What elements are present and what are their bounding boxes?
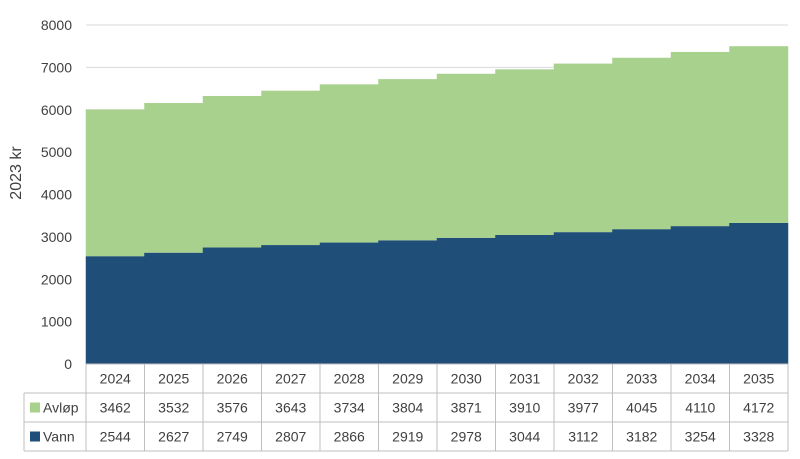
table-value: 2978 (451, 429, 482, 445)
bar-avlop (670, 51, 730, 227)
bar-vann (436, 237, 496, 364)
bar-avlop (261, 90, 321, 246)
table-value: 4110 (685, 400, 715, 416)
table-value: 3112 (568, 429, 598, 445)
bar-vann (85, 256, 145, 364)
x-tick-label: 2031 (509, 371, 540, 387)
x-tick-label: 2032 (568, 371, 599, 387)
x-tick-label: 2035 (743, 371, 774, 387)
bar-vann (612, 229, 672, 364)
bar-vann (378, 240, 438, 364)
bar-vann (553, 232, 613, 364)
table-value: 3044 (509, 429, 540, 445)
bar-avlop (729, 46, 789, 223)
y-axis-title: 2023 kr (8, 146, 25, 200)
bar-vann (261, 245, 321, 364)
x-tick-label: 2027 (275, 371, 306, 387)
bar-avlop (319, 84, 379, 243)
bar-avlop (85, 109, 145, 257)
x-tick-label: 2026 (217, 371, 248, 387)
table-value: 2544 (100, 429, 131, 445)
bar-vann (729, 222, 789, 364)
x-tick-label: 2033 (626, 371, 657, 387)
table-value: 2749 (217, 429, 248, 445)
x-tick-label: 2024 (100, 371, 131, 387)
legend-label: Vann (43, 429, 75, 445)
bar-avlop (378, 79, 438, 241)
table-value: 3734 (334, 400, 365, 416)
table-value: 4172 (743, 400, 774, 416)
table-value: 3328 (743, 429, 774, 445)
table-value: 3462 (100, 400, 131, 416)
bar-avlop (144, 103, 204, 253)
x-tick-label: 2029 (392, 371, 423, 387)
table-value: 2866 (334, 429, 365, 445)
table-value: 3804 (392, 400, 423, 416)
y-tick-label: 7000 (41, 59, 72, 75)
bars (85, 46, 789, 364)
legend-swatch (30, 402, 40, 413)
table-value: 3182 (626, 429, 657, 445)
table-value: 2807 (275, 429, 306, 445)
bar-avlop (553, 63, 613, 233)
bar-vann (202, 247, 262, 364)
bar-avlop (202, 95, 262, 248)
y-tick-label: 6000 (41, 102, 72, 118)
legend-label: Avløp (43, 400, 79, 416)
x-tick-label: 2028 (334, 371, 365, 387)
data-table: 2024 2025 2026 2027 2028 2029 2030 2031 2032 2033… (23, 363, 789, 452)
y-tick-label: 3000 (41, 229, 72, 245)
x-tick-label: 2025 (158, 371, 189, 387)
table-value: 3977 (568, 400, 599, 416)
table-value: 4045 (626, 400, 657, 416)
table-value: 3910 (509, 400, 540, 416)
bar-vann (319, 242, 379, 364)
y-tick-label: 4000 (41, 187, 72, 203)
y-tick-label: 1000 (41, 314, 72, 330)
legend-swatch (30, 431, 40, 442)
y-tick-label: 2000 (41, 271, 72, 287)
x-tick-label: 2030 (451, 371, 482, 387)
y-tick-label: 5000 (41, 144, 72, 160)
table-value: 2627 (158, 429, 189, 445)
y-tick-label: 0 (64, 356, 72, 372)
y-tick-label: 8000 (41, 17, 72, 33)
table-value: 3643 (275, 400, 306, 416)
table-value: 3254 (685, 429, 716, 445)
bar-vann (144, 252, 204, 364)
bar-avlop (495, 69, 555, 236)
table-value: 3576 (217, 400, 248, 416)
bar-vann (670, 226, 730, 364)
x-tick-label: 2034 (685, 371, 716, 387)
bar-avlop (436, 73, 496, 238)
table-value: 3532 (158, 400, 189, 416)
y-axis: 0 1000 2000 3000 4000 5000 6000 7000 8000 (41, 17, 72, 372)
table-value: 2919 (392, 429, 423, 445)
table-value: 3871 (451, 400, 482, 416)
bar-vann (495, 235, 555, 364)
bar-avlop (612, 57, 672, 230)
